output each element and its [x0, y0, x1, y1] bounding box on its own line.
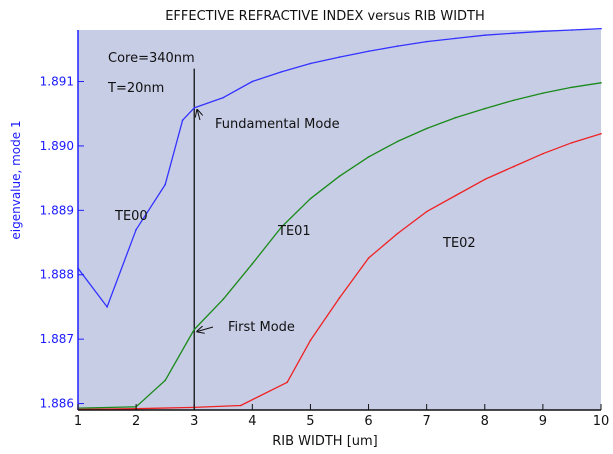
series-line-te02 — [77, 133, 602, 411]
data-point-te00 — [367, 50, 370, 53]
x-tick-label: 10 — [593, 414, 610, 429]
data-point-te00 — [164, 183, 166, 186]
y-axis-label: eigenvalue, mode 1 — [9, 120, 23, 239]
te02-label: TE02 — [442, 236, 476, 251]
data-point-te02 — [367, 257, 370, 259]
core-annotation: Core=340nm — [108, 51, 195, 66]
data-point-te02 — [425, 210, 428, 213]
data-point-te01 — [164, 379, 166, 382]
x-tick-label: 8 — [481, 414, 489, 429]
data-point-te02 — [286, 381, 289, 384]
data-point-te01 — [309, 197, 312, 200]
x-ticks: 1 2 3 4 5 6 7 8 9 10 — [74, 404, 609, 429]
data-point-te02 — [513, 165, 515, 168]
first-mode-arrow — [197, 327, 214, 331]
data-point-te01 — [425, 127, 428, 130]
x-tick-label: 7 — [423, 414, 431, 429]
data-point-te01 — [251, 262, 254, 265]
data-point-te01 — [513, 99, 515, 102]
x-tick-label: 2 — [132, 414, 140, 429]
axes-layer — [77, 30, 601, 411]
x-tick-label: 5 — [306, 414, 314, 429]
t-annotation: T=20nm — [107, 81, 164, 96]
x-tick-label: 3 — [190, 414, 198, 429]
te01-label: TE01 — [277, 224, 311, 239]
annotations-layer: Core=340nm T=20nm Fundamental Mode First Mo… — [107, 51, 476, 335]
y-tick-label: 1.886 — [40, 397, 74, 411]
data-point-te00 — [222, 96, 225, 99]
y-tick-label: 1.887 — [40, 332, 74, 346]
plot-area — [78, 30, 601, 410]
x-tick-label: 6 — [364, 414, 372, 429]
data-point-te00 — [338, 56, 341, 58]
data-point-te02 — [239, 404, 242, 407]
data-point-te02 — [483, 178, 486, 181]
data-point-te02 — [309, 339, 312, 342]
data-point-te01 — [367, 156, 370, 158]
data-point-te01 — [280, 226, 283, 228]
data-point-te00 — [454, 37, 457, 40]
data-point-te01 — [600, 82, 602, 84]
data-point-te00 — [251, 80, 254, 83]
data-point-te00 — [309, 62, 312, 65]
data-point-te01 — [222, 298, 225, 301]
te00-label: TE00 — [114, 209, 148, 224]
data-point-te01 — [542, 92, 544, 94]
x-tick-label: 9 — [539, 414, 547, 429]
data-point-te02 — [454, 194, 457, 197]
first-mode-annotation: First Mode — [228, 320, 295, 335]
data-point-te00 — [513, 32, 515, 35]
data-point-te00 — [571, 29, 573, 31]
data-point-te02 — [542, 152, 544, 155]
data-point-te01 — [193, 328, 196, 331]
data-point-te02 — [600, 132, 602, 135]
y-tick-label: 1.891 — [40, 75, 74, 89]
series-line-te01 — [77, 82, 602, 409]
y-ticks: 1.886 1.887 1.888 1.889 1.890 1.891 — [40, 75, 84, 411]
data-point-te01 — [483, 107, 486, 110]
data-point-te00 — [181, 119, 184, 121]
fundamental-mode-annotation: Fundamental Mode — [215, 117, 340, 132]
chart-title: EFFECTIVE REFRACTIVE INDEX versus RIB WI… — [165, 9, 485, 24]
y-tick-label: 1.889 — [40, 203, 74, 217]
data-point-te02 — [396, 232, 399, 235]
data-point-te00 — [193, 107, 196, 109]
data-point-te00 — [106, 306, 108, 308]
data-point-te02 — [338, 297, 341, 299]
data-point-te00 — [425, 40, 428, 43]
data-point-te01 — [571, 86, 573, 89]
data-point-te00 — [280, 71, 283, 73]
series-layer — [77, 27, 602, 411]
data-point-te00 — [542, 30, 544, 33]
data-point-te00 — [600, 27, 602, 30]
data-point-te01 — [338, 175, 341, 178]
data-point-te00 — [396, 45, 399, 47]
y-tick-label: 1.890 — [40, 139, 74, 153]
data-point-te01 — [454, 116, 457, 119]
fundamental-mode-arrow — [197, 110, 200, 121]
data-point-te01 — [396, 140, 399, 143]
y-tick-label: 1.888 — [40, 268, 74, 282]
data-point-te00 — [483, 34, 486, 36]
x-tick-label: 4 — [248, 414, 256, 429]
series-line-te00 — [77, 28, 602, 308]
data-point-te00 — [135, 228, 137, 231]
x-axis-label: RIB WIDTH [um] — [272, 434, 378, 449]
data-point-te02 — [571, 141, 573, 144]
x-tick-label: 1 — [74, 414, 82, 429]
